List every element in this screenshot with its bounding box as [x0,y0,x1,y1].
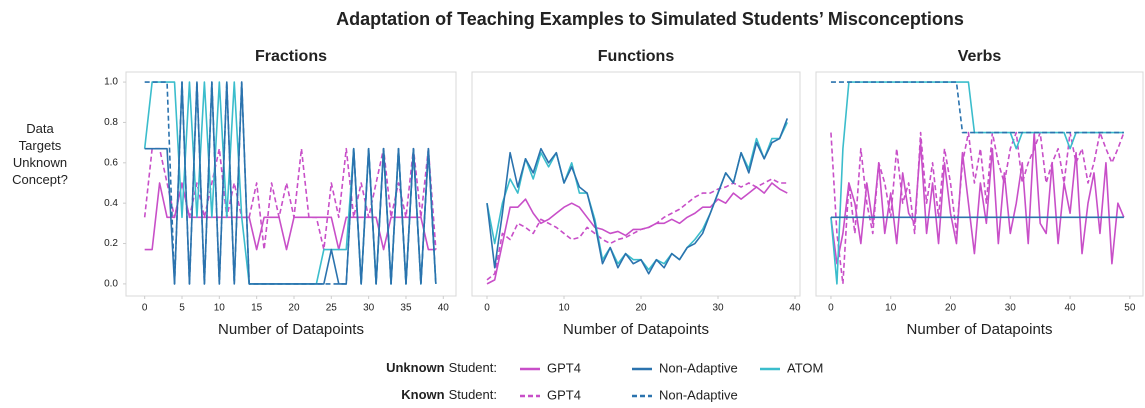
series-line [486,118,789,275]
y-tick-label: 0.2 [104,238,118,249]
x-tick-label: 30 [1005,303,1017,314]
series-line [486,182,788,285]
x-tick-label: 15 [251,303,263,314]
x-tick-label: 35 [400,303,412,314]
series-line [144,81,437,285]
series-line [830,81,1124,134]
x-tick-label: 20 [945,303,957,314]
y-tick-label: 0.4 [104,198,118,209]
x-tick-label: 20 [288,303,300,314]
x-axis-label: Number of Datapoints [563,321,709,338]
x-tick-label: 10 [885,303,897,314]
chart-title: Fractions [255,48,327,65]
legend-label: GPT4 [547,387,581,402]
x-tick-label: 40 [438,303,450,314]
x-tick-label: 5 [179,303,185,314]
x-tick-label: 30 [363,303,375,314]
x-tick-label: 40 [789,303,801,314]
y-axis-label: Unknown [13,155,67,170]
chart-title: Verbs [958,48,1002,65]
chart-title: Functions [598,48,675,65]
y-tick-label: 0.0 [104,279,118,290]
series-line [830,131,1125,265]
legend-group-bold: Known [401,387,444,402]
series-line [830,131,1125,285]
x-axis-label: Number of Datapoints [907,321,1053,338]
figure-title: Adaptation of Teaching Examples to Simul… [336,9,964,29]
series-line [144,182,436,251]
y-axis-label: Concept? [12,172,68,187]
legend-group-bold: Unknown [386,360,445,375]
y-axis-label: Data [26,121,54,136]
series-line [486,178,788,281]
x-tick-label: 40 [1065,303,1077,314]
legend-label: GPT4 [547,360,581,375]
x-tick-label: 50 [1124,303,1136,314]
y-tick-label: 0.8 [104,117,118,128]
y-tick-label: 1.0 [104,77,118,88]
x-tick-label: 20 [635,303,647,314]
legend-label: Non-Adaptive [659,387,738,402]
x-tick-label: 25 [326,303,338,314]
x-tick-label: 0 [142,303,148,314]
legend-group-label: Student: [449,387,497,402]
y-tick-label: 0.6 [104,157,118,168]
x-tick-label: 10 [558,303,570,314]
x-tick-label: 10 [214,303,226,314]
legend-group-label: Student: [449,360,497,375]
y-axis-label: Targets [19,138,62,153]
x-axis-label: Number of Datapoints [218,321,364,338]
x-tick-label: 0 [484,303,490,314]
legend-label: Non-Adaptive [659,360,738,375]
legend-group: Unknown Student: [386,360,497,375]
plot-frame [815,71,1144,297]
x-tick-label: 30 [712,303,724,314]
x-tick-label: 0 [828,303,834,314]
legend-label: ATOM [787,360,823,375]
legend-group: Known Student: [401,387,497,402]
